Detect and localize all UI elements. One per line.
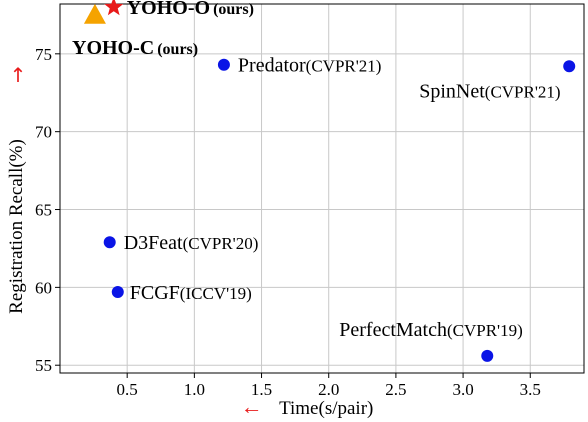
point-yoho-c-triangle xyxy=(83,3,106,24)
label-method-name: Predator xyxy=(238,55,306,77)
label-method-name: SpinNet xyxy=(419,80,485,102)
label-spinnet: SpinNet(CVPR'21) xyxy=(419,80,560,102)
label-method-name: PerfectMatch xyxy=(339,319,447,341)
label-method-name: YOHO-O xyxy=(127,0,210,19)
label-yoho-o: YOHO-O (ours) xyxy=(127,0,254,19)
x-axis-label: ← Time(s/pair) xyxy=(241,394,374,419)
label-d3feat: D3Feat(CVPR'20) xyxy=(124,232,259,254)
y-tick-label: 65 xyxy=(35,201,52,220)
label-venue: (CVPR'21) xyxy=(485,82,561,101)
y-axis-label: Registration Recall(%) xyxy=(6,139,27,314)
point-spinnet xyxy=(563,60,576,73)
label-method-name: YOHO-C xyxy=(72,37,154,59)
label-yoho-c: YOHO-C (ours) xyxy=(72,37,198,59)
x-tick-label: 2.5 xyxy=(385,380,406,399)
x-tick-label: 3.0 xyxy=(452,380,473,399)
plot-frame xyxy=(59,3,585,374)
point-fcgf xyxy=(111,286,124,299)
label-method-name: FCGF xyxy=(130,282,180,304)
x-axis-label-text: Time(s/pair) xyxy=(279,398,373,419)
label-venue: (CVPR'19) xyxy=(447,321,523,340)
x-tick-label: 1.5 xyxy=(251,380,272,399)
point-labels: Predator(CVPR'21)SpinNet(CVPR'21)D3Feat(… xyxy=(72,0,561,341)
x-tick-label: 1.0 xyxy=(184,380,205,399)
label-venue: (ours) xyxy=(157,41,198,58)
data-points xyxy=(83,0,576,362)
x-tick-label: 0.5 xyxy=(117,380,138,399)
y-tick-label: 55 xyxy=(35,356,52,375)
label-venue: (CVPR'20) xyxy=(183,234,259,253)
x-tick-label: 3.5 xyxy=(520,380,541,399)
label-perfectmatch: PerfectMatch(CVPR'19) xyxy=(339,319,523,341)
y-axis-label-text: Registration Recall(%) xyxy=(6,139,27,314)
point-d3feat xyxy=(103,236,116,249)
point-predator xyxy=(217,58,230,71)
point-yoho-o-star xyxy=(104,0,124,16)
label-predator: Predator(CVPR'21) xyxy=(238,55,382,77)
label-venue: (ours) xyxy=(213,1,254,18)
label-fcgf: FCGF(ICCV'19) xyxy=(130,282,252,304)
gridlines xyxy=(60,4,584,373)
y-tick-label: 75 xyxy=(35,45,52,64)
x-tick-label: 2.0 xyxy=(318,380,339,399)
point-perfectmatch xyxy=(481,349,494,362)
label-venue: (CVPR'21) xyxy=(306,57,382,76)
y-tick-label: 70 xyxy=(35,123,52,142)
y-axis-arrow: ↑ xyxy=(10,63,27,87)
x-axis-arrow: ← xyxy=(241,394,263,419)
y-tick-label: 60 xyxy=(35,278,52,297)
label-method-name: D3Feat xyxy=(124,232,183,254)
label-venue: (ICCV'19) xyxy=(180,284,252,303)
axis-ticks: 0.5 1.0 1.5 2.0 2.5 3.0 3.5 55 60 65 70 75 xyxy=(35,45,541,399)
